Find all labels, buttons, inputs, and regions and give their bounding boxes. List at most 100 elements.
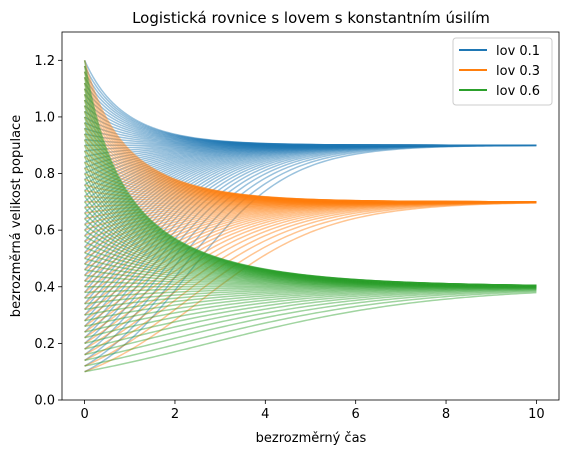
- series-line: [83, 116, 537, 287]
- series-line: [84, 144, 537, 293]
- series-line: [83, 93, 537, 203]
- series-line: [84, 144, 537, 248]
- series-line: [84, 240, 537, 287]
- series-line: [84, 201, 537, 271]
- series-line: [84, 144, 537, 271]
- series-line: [83, 173, 537, 287]
- series-line: [83, 82, 537, 203]
- series-line: [83, 88, 537, 287]
- series-line: [83, 65, 537, 203]
- series-line: [83, 82, 537, 287]
- series-line: [84, 144, 537, 180]
- series-line: [84, 144, 537, 226]
- series-line: [84, 287, 537, 333]
- series-line: [84, 144, 537, 192]
- y-axis-title: bezrozměrná velikost populace: [9, 115, 24, 317]
- x-tick-label: 6: [352, 407, 360, 422]
- x-tick-label: 0: [80, 407, 88, 422]
- series-line: [84, 144, 537, 344]
- series-line: [84, 144, 537, 209]
- series-line: [84, 172, 537, 203]
- series-line: [83, 161, 537, 287]
- series-line: [84, 288, 537, 345]
- series-lines: [83, 59, 537, 373]
- series-line: [84, 139, 537, 203]
- y-tick-label: 0.0: [34, 394, 55, 409]
- series-line: [83, 201, 537, 287]
- series-line: [84, 144, 537, 333]
- series-line: [84, 133, 537, 146]
- y-tick-label: 0.4: [34, 280, 55, 295]
- series-line: [84, 144, 537, 214]
- series-line: [83, 105, 537, 203]
- series-line: [83, 77, 537, 203]
- series-line: [84, 235, 537, 287]
- series-line: [84, 201, 537, 362]
- series-line: [84, 144, 537, 316]
- series-line: [84, 144, 537, 367]
- series-line: [83, 127, 537, 203]
- series-line: [84, 201, 537, 214]
- series-line: [84, 144, 537, 310]
- series-line: [83, 156, 537, 287]
- series-line: [83, 76, 537, 146]
- series-line: [84, 286, 537, 294]
- series-line: [84, 286, 537, 322]
- series-line: [83, 122, 537, 203]
- series-line: [83, 59, 537, 146]
- series-line: [84, 144, 537, 339]
- series-line: [83, 88, 537, 203]
- series-line: [84, 287, 537, 339]
- series-line: [84, 223, 537, 287]
- series-line: [84, 201, 537, 277]
- series-line: [84, 144, 537, 322]
- series-line: [84, 184, 537, 203]
- series-line: [84, 144, 537, 254]
- series-line: [84, 201, 537, 260]
- series-line: [83, 65, 537, 287]
- series-line: [84, 229, 537, 287]
- series-line: [84, 201, 537, 294]
- series-line: [84, 218, 537, 287]
- series-line: [84, 287, 537, 328]
- legend-box: [452, 37, 553, 106]
- series-line: [84, 289, 537, 356]
- series-line: [84, 263, 537, 288]
- series-line: [84, 201, 537, 328]
- series-line: [84, 201, 537, 226]
- series-line: [83, 122, 537, 287]
- legend: lov 0.1 lov 0.3 lov 0.6: [452, 37, 553, 106]
- series-line: [83, 94, 537, 287]
- series-line: [84, 290, 537, 367]
- series-line: [83, 133, 537, 287]
- series-line: [84, 121, 537, 146]
- series-line: [84, 155, 537, 203]
- series-line: [84, 201, 537, 254]
- series-line: [83, 167, 537, 287]
- series-group: [83, 60, 537, 373]
- series-line: [83, 111, 537, 287]
- series-line: [84, 144, 537, 237]
- series-line: [83, 60, 537, 203]
- series-line: [84, 274, 537, 288]
- series-line: [84, 201, 537, 350]
- series-line: [84, 201, 537, 305]
- series-line: [84, 144, 537, 231]
- series-line: [83, 139, 537, 287]
- series-line: [84, 201, 537, 356]
- x-axis: 0 2 4 6 8 10: [80, 400, 545, 422]
- series-line: [84, 144, 537, 163]
- series-line: [84, 201, 537, 237]
- series-line: [83, 82, 537, 146]
- series-line: [84, 150, 537, 203]
- series-line: [84, 144, 537, 361]
- series-line: [84, 144, 537, 299]
- series-line: [84, 144, 537, 282]
- x-tick-label: 4: [261, 407, 269, 422]
- series-line: [83, 77, 537, 287]
- series-line: [84, 257, 537, 288]
- series-line: [84, 201, 537, 243]
- series-line: [84, 144, 537, 175]
- series-line: [84, 269, 537, 288]
- series-line: [84, 178, 537, 203]
